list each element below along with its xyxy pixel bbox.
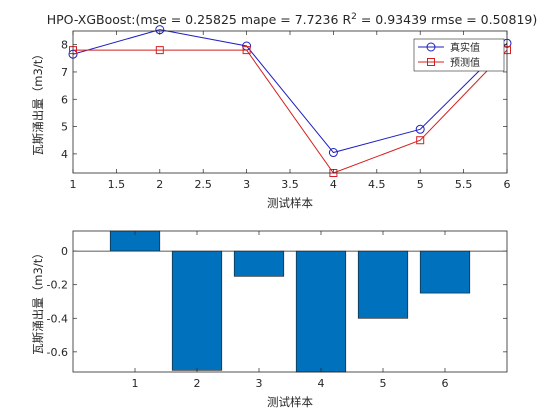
series-line-actual [72,29,508,154]
data-point-actual [328,148,338,158]
bar-5 [357,250,409,319]
x-tick-label: 6 [442,377,449,390]
bar-2 [171,250,223,371]
legend-label-actual: 真实值 [450,41,480,54]
y-tick-label: 0 [61,245,68,258]
x-tick-label: 3 [256,377,263,390]
bar-chart: 1 2 3 4 5 6 0 -0.2 -0.4 -0.6 测试样本 瓦斯涌出量（m3/t） [31,230,508,409]
legend: 真实值 预测值 [413,38,505,72]
x-axis-label-top: 测试样本 [267,196,313,210]
y-axis-label-top: 瓦斯涌出量（m3/t） [31,48,45,155]
data-point-predicted [242,46,251,55]
x-tick-label: 5.5 [455,178,473,191]
legend-marker-actual [426,42,436,52]
y-tick-label: -0.2 [47,279,68,292]
x-tick-label: 3 [243,178,250,191]
line-chart: HPO-XGBoost:(mse = 0.25825 mape = 7.7236… [31,12,537,210]
bar-3 [233,250,285,277]
legend-label-predicted: 预测值 [450,56,480,69]
x-tick-label: 1 [132,377,139,390]
x-tick-label: 6 [504,178,511,191]
data-point-predicted [155,46,164,55]
y-tick-label: 6 [61,93,68,106]
y-tick-label: 7 [61,66,68,79]
x-tick-label: 2 [156,178,163,191]
x-tick-label: 2 [194,377,201,390]
y-tick-label: 8 [61,39,68,52]
x-tick-label: 3.5 [281,178,299,191]
series-line-predicted [73,49,508,174]
bar-6 [419,250,471,294]
y-tick-label: -0.4 [47,312,68,325]
plot-frame-bottom [72,230,508,373]
x-tick-label: 5 [380,377,387,390]
data-point-actual [415,124,425,134]
x-tick-label: 4.5 [368,178,386,191]
data-point-predicted [416,136,425,145]
x-axis-label-bottom: 测试样本 [267,395,313,409]
x-tick-label: 2.5 [194,178,212,191]
y-tick-label: 4 [61,148,68,161]
y-tick-label: 5 [61,121,68,134]
x-tick-label: 4 [330,178,337,191]
bar-4 [295,250,347,373]
x-tick-label: 5 [417,178,424,191]
x-tick-label: 1 [70,178,77,191]
legend-marker-predicted [427,58,435,66]
chart-title: HPO-XGBoost:(mse = 0.25825 mape = 7.7236… [47,12,538,27]
x-tick-label: 4 [318,377,325,390]
y-tick-label: -0.6 [47,346,68,359]
x-tick-label: 1.5 [108,178,126,191]
y-axis-label-bottom: 瓦斯涌出量（m3/t） [31,247,45,354]
